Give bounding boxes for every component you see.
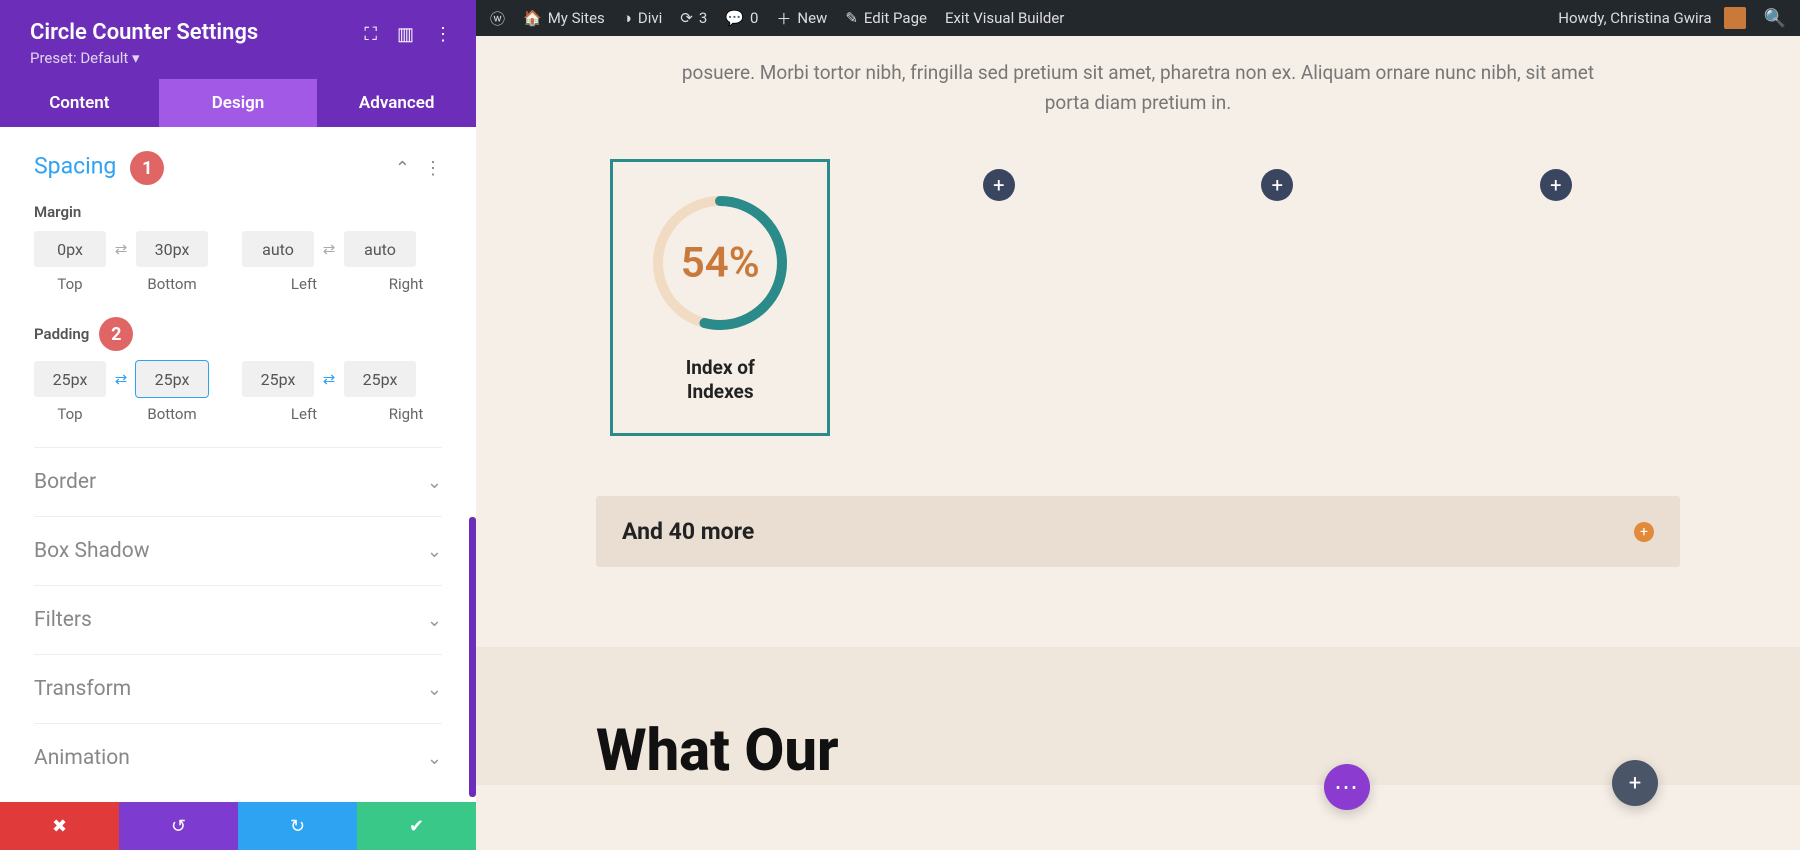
label-right: Right — [370, 275, 442, 293]
exit-builder-link[interactable]: Exit Visual Builder — [945, 9, 1064, 27]
settings-tabs: Content Design Advanced — [0, 79, 476, 127]
spacing-section-header[interactable]: Spacing 1 ⌃ ⋮ — [34, 151, 442, 185]
preset-selector[interactable]: Preset: Default ▾ — [30, 49, 446, 67]
margin-top-input[interactable] — [34, 231, 106, 267]
padding-right-input[interactable] — [344, 361, 416, 397]
tab-content[interactable]: Content — [0, 79, 159, 127]
padding-left-input[interactable] — [242, 361, 314, 397]
margin-left-input[interactable] — [242, 231, 314, 267]
label-left: Left — [268, 405, 340, 423]
tab-design[interactable]: Design — [159, 79, 318, 127]
spacing-title: Spacing — [34, 153, 116, 180]
add-module-button[interactable]: + — [1540, 169, 1572, 201]
redo-button[interactable]: ↻ — [238, 802, 357, 850]
builder-fab-button[interactable]: ⋯ — [1324, 764, 1370, 810]
next-section: What Our — [476, 647, 1800, 785]
settings-sidebar: Circle Counter Settings Preset: Default … — [0, 0, 476, 850]
label-bottom: Bottom — [136, 405, 208, 423]
expand-icon[interactable]: + — [1634, 522, 1654, 542]
label-left: Left — [268, 275, 340, 293]
link-icon[interactable]: ⇄ — [106, 240, 136, 258]
columns-row: 54% Index of Indexes + + + — [476, 159, 1800, 437]
counter-title: Index of Indexes — [631, 356, 809, 404]
link-icon[interactable]: ⇄ — [314, 240, 344, 258]
chevron-down-icon: ⌄ — [427, 541, 442, 562]
annotation-badge-1: 1 — [130, 151, 164, 185]
scroll-indicator[interactable] — [469, 517, 476, 797]
section-border[interactable]: Border⌄ — [34, 447, 442, 516]
refresh-link[interactable]: ⟳ 3 — [680, 9, 707, 27]
accordion-title: And 40 more — [622, 518, 754, 545]
chevron-down-icon: ⌄ — [427, 610, 442, 631]
wp-logo-icon[interactable]: ⓦ — [490, 8, 505, 29]
link-icon[interactable]: ⇄ — [314, 370, 344, 388]
add-module-button[interactable]: + — [983, 169, 1015, 201]
accordion-item[interactable]: And 40 more + — [596, 496, 1680, 567]
edit-page-link[interactable]: ✎ Edit Page — [845, 9, 927, 27]
chevron-down-icon: ⌄ — [427, 748, 442, 769]
cancel-button[interactable]: ✖ — [0, 802, 119, 850]
section-animation[interactable]: Animation⌄ — [34, 723, 442, 792]
wp-admin-bar: ⓦ 🏠 My Sites ◑ Divi ⟳ 3 💬 0 ＋ New ✎ Edit… — [476, 0, 1800, 36]
new-link[interactable]: ＋ New — [776, 8, 827, 29]
add-section-button[interactable]: + — [1612, 760, 1658, 806]
settings-body: Spacing 1 ⌃ ⋮ Margin ⇄ ⇄ Top — [0, 127, 476, 802]
save-button[interactable]: ✔ — [357, 802, 476, 850]
chevron-down-icon: ⌄ — [427, 679, 442, 700]
howdy-user[interactable]: Howdy, Christina Gwira — [1558, 7, 1745, 29]
sidebar-footer: ✖ ↺ ↻ ✔ — [0, 802, 476, 850]
search-icon[interactable]: 🔍 — [1764, 8, 1786, 29]
link-icon[interactable]: ⇄ — [106, 370, 136, 388]
margin-inputs: ⇄ ⇄ — [34, 231, 442, 267]
label-bottom: Bottom — [136, 275, 208, 293]
chevron-up-icon[interactable]: ⌃ — [395, 158, 410, 179]
section-heading: What Our — [596, 717, 1680, 785]
add-module-button[interactable]: + — [1261, 169, 1293, 201]
section-more-icon[interactable]: ⋮ — [424, 158, 442, 179]
margin-bottom-input[interactable] — [136, 231, 208, 267]
divi-link[interactable]: ◑ Divi — [623, 9, 662, 27]
section-transform[interactable]: Transform⌄ — [34, 654, 442, 723]
more-icon[interactable]: ⋮ — [434, 24, 452, 45]
label-top: Top — [34, 405, 106, 423]
padding-bottom-input[interactable] — [136, 361, 208, 397]
margin-right-input[interactable] — [344, 231, 416, 267]
chevron-down-icon: ⌄ — [427, 472, 442, 493]
section-filters[interactable]: Filters⌄ — [34, 585, 442, 654]
label-top: Top — [34, 275, 106, 293]
avatar — [1724, 7, 1746, 29]
label-right: Right — [370, 405, 442, 423]
circle-counter-module[interactable]: 54% Index of Indexes — [610, 159, 830, 437]
padding-label: Padding — [34, 325, 89, 343]
margin-label: Margin — [34, 203, 442, 221]
padding-top-input[interactable] — [34, 361, 106, 397]
sidebar-header: Circle Counter Settings Preset: Default … — [0, 0, 476, 79]
section-box-shadow[interactable]: Box Shadow⌄ — [34, 516, 442, 585]
preview-canvas: ⓦ 🏠 My Sites ◑ Divi ⟳ 3 💬 0 ＋ New ✎ Edit… — [476, 0, 1800, 850]
expand-icon[interactable]: ⛶ — [364, 24, 377, 45]
undo-button[interactable]: ↺ — [119, 802, 238, 850]
responsive-icon[interactable]: ▥ — [397, 24, 414, 45]
body-text: posuere. Morbi tortor nibh, fringilla se… — [476, 36, 1800, 159]
counter-percent: 54% — [681, 238, 760, 287]
my-sites-link[interactable]: 🏠 My Sites — [523, 9, 605, 27]
annotation-badge-2: 2 — [99, 317, 133, 351]
tab-advanced[interactable]: Advanced — [317, 79, 476, 127]
comments-link[interactable]: 💬 0 — [725, 9, 758, 27]
padding-inputs: ⇄ ⇄ — [34, 361, 442, 397]
